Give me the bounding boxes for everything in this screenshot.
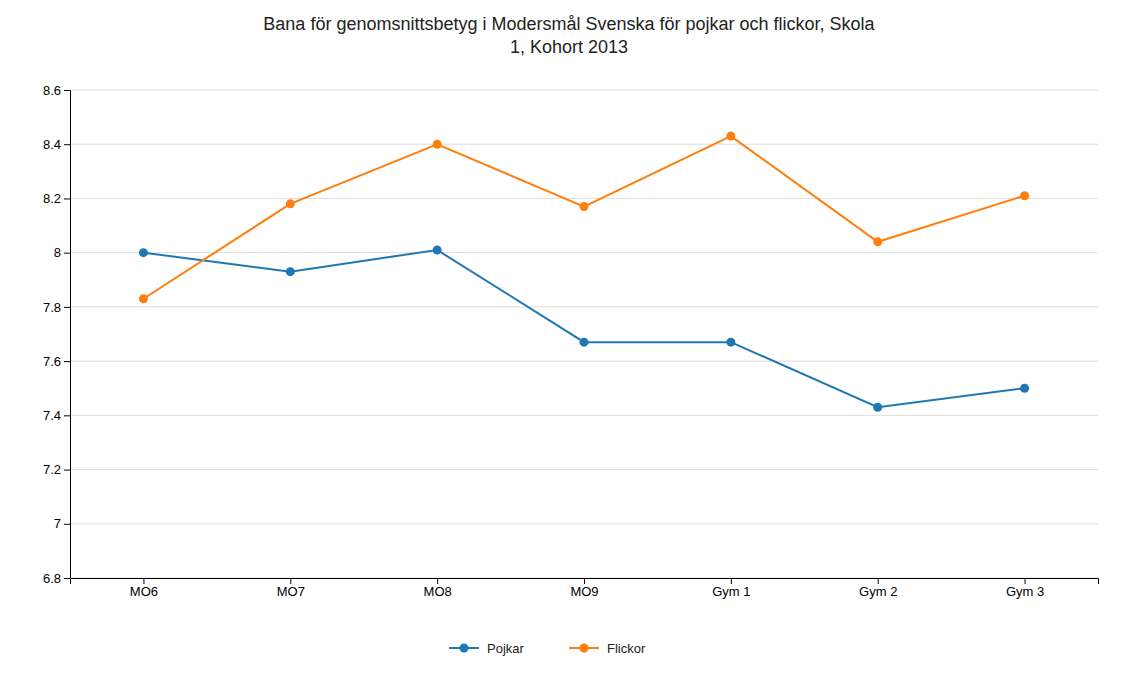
- y-tick: 7.6: [43, 354, 70, 369]
- y-tick-label: 7.2: [43, 462, 61, 477]
- y-tick-mark: [64, 198, 70, 199]
- legend-item: Flickor: [569, 641, 646, 656]
- grid-line: [70, 198, 1098, 199]
- legend-label: Pojkar: [487, 641, 525, 656]
- series-marker: [433, 140, 442, 149]
- x-tick: Gym 1: [712, 578, 750, 599]
- grid-line: [70, 361, 1098, 362]
- x-tick-mark: [731, 578, 732, 584]
- series-marker: [580, 338, 589, 347]
- series-marker: [1020, 384, 1029, 393]
- y-tick: 8.4: [43, 137, 70, 152]
- y-tick: 8.6: [43, 83, 70, 98]
- series-marker: [873, 403, 882, 412]
- x-tick-label: MO6: [130, 584, 158, 599]
- series-marker: [286, 267, 295, 276]
- chart-svg: Bana för genomsnittsbetyg i Modersmål Sv…: [0, 0, 1138, 678]
- y-tick: 7.2: [43, 462, 70, 477]
- y-axis: 6.8 7 7.2 7.4 7.6 7.8 8 8.2 8.4 8.6: [43, 83, 71, 586]
- series-line: [143, 136, 1024, 299]
- series-marker: [433, 245, 442, 254]
- y-tick-label: 7.6: [43, 354, 61, 369]
- y-tick-mark: [64, 361, 70, 362]
- series-marker: [1020, 191, 1029, 200]
- series-marker: [580, 202, 589, 211]
- grid-line: [70, 469, 1098, 470]
- y-tick-label: 6.8: [43, 571, 61, 586]
- x-tick: MO6: [130, 578, 158, 599]
- x-tick-mark: [437, 578, 438, 584]
- y-tick-label: 8: [54, 245, 61, 260]
- y-tick-label: 8.4: [43, 137, 61, 152]
- x-tick: MO9: [570, 578, 598, 599]
- chart-title-line: 1, Kohort 2013: [510, 37, 628, 57]
- y-axis-line: [64, 91, 71, 579]
- chart-title: Bana för genomsnittsbetyg i Modersmål Sv…: [263, 14, 875, 57]
- x-tick-mark: [878, 578, 879, 584]
- y-tick-mark: [64, 90, 70, 91]
- series-marker: [139, 294, 148, 303]
- x-axis-line: [71, 579, 1099, 585]
- plot-area: 6.8 7 7.2 7.4 7.6 7.8 8 8.2 8.4 8.6 MO6 MO7 MO8 MO9 Gy…: [43, 83, 1099, 600]
- legend: Pojkar Flickor: [449, 641, 646, 656]
- y-tick-label: 7.4: [43, 408, 61, 423]
- x-tick: MO8: [424, 578, 452, 599]
- series-marker: [139, 248, 148, 257]
- y-tick: 6.8: [43, 571, 70, 586]
- y-tick: 8: [54, 245, 70, 260]
- marks: [139, 132, 1029, 412]
- grid-line: [70, 252, 1098, 253]
- x-tick-mark: [143, 578, 144, 584]
- grid-line: [70, 306, 1098, 307]
- x-tick-mark: [584, 578, 585, 584]
- series-line: [143, 250, 1024, 407]
- x-tick: MO7: [277, 578, 305, 599]
- y-tick-mark: [64, 470, 70, 471]
- x-axis: MO6 MO7 MO8 MO9 Gym 1 Gym 2 Gym 3: [71, 578, 1099, 599]
- y-tick: 7.8: [43, 300, 70, 315]
- y-tick-mark: [64, 253, 70, 254]
- y-tick-label: 7: [54, 516, 61, 531]
- y-tick-mark: [64, 524, 70, 525]
- y-tick-mark: [64, 144, 70, 145]
- grid-line: [70, 415, 1098, 416]
- y-tick-label: 8.2: [43, 191, 61, 206]
- y-tick-label: 7.8: [43, 300, 61, 315]
- y-tick: 7.4: [43, 408, 70, 423]
- y-tick: 7: [54, 516, 70, 531]
- x-tick: Gym 3: [1006, 578, 1044, 599]
- x-tick: Gym 2: [859, 578, 897, 599]
- grid-line: [70, 90, 1098, 91]
- x-tick-label: MO9: [570, 584, 598, 599]
- legend-item: Pojkar: [449, 641, 525, 656]
- grid-line: [70, 523, 1098, 524]
- y-tick-mark: [64, 307, 70, 308]
- series-marker: [286, 199, 295, 208]
- y-tick-mark: [64, 415, 70, 416]
- y-tick-mark: [64, 578, 70, 579]
- x-tick-label: MO8: [424, 584, 452, 599]
- grid: [70, 90, 1098, 578]
- y-tick: 8.2: [43, 191, 70, 206]
- chart-title-line: Bana för genomsnittsbetyg i Modersmål Sv…: [263, 14, 875, 34]
- legend-label: Flickor: [607, 641, 646, 656]
- legend-swatch-marker: [460, 644, 469, 653]
- series-marker: [873, 237, 882, 246]
- series-marker: [726, 132, 735, 141]
- x-tick-label: MO7: [277, 584, 305, 599]
- x-tick-mark: [1025, 578, 1026, 584]
- x-tick-label: Gym 1: [712, 584, 750, 599]
- legend-swatch-marker: [580, 644, 589, 653]
- grid-line: [70, 144, 1098, 145]
- x-tick-label: Gym 2: [859, 584, 897, 599]
- x-tick-label: Gym 3: [1006, 584, 1044, 599]
- y-tick-label: 8.6: [43, 83, 61, 98]
- series-marker: [726, 338, 735, 347]
- x-tick-mark: [290, 578, 291, 584]
